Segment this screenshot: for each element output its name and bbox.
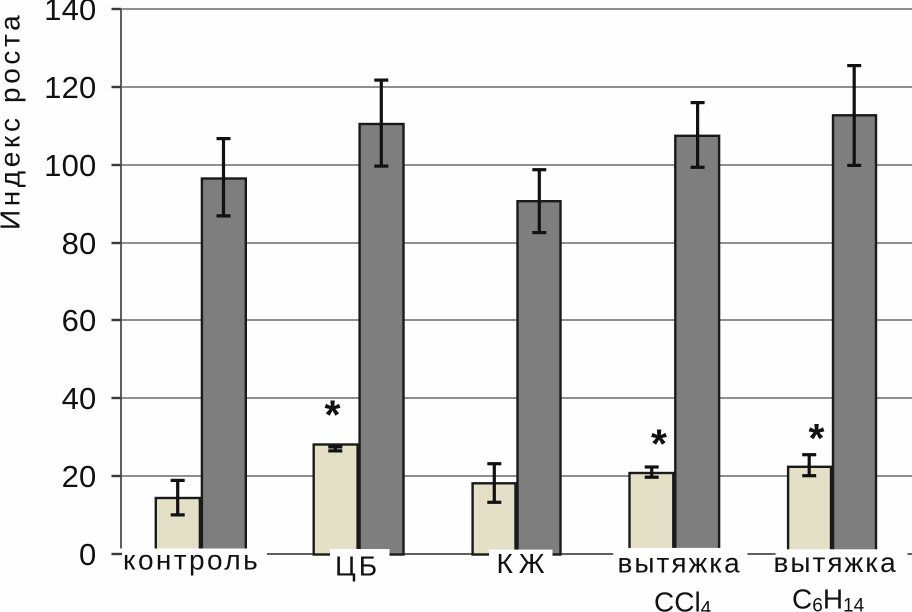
svg-text:40: 40 xyxy=(62,381,97,416)
svg-text:60: 60 xyxy=(62,303,97,338)
svg-text:20: 20 xyxy=(62,459,97,494)
svg-text:вытяжка: вытяжка xyxy=(774,547,898,578)
svg-text:100: 100 xyxy=(44,148,96,183)
svg-text:*: * xyxy=(651,421,667,467)
svg-text:вытяжка: вытяжка xyxy=(618,548,742,579)
svg-text:80: 80 xyxy=(62,226,97,261)
svg-text:ЦБ: ЦБ xyxy=(335,551,380,582)
svg-text:*: * xyxy=(809,415,825,461)
svg-text:*: * xyxy=(325,392,341,438)
svg-text:140: 140 xyxy=(44,0,96,27)
svg-text:контроль: контроль xyxy=(123,545,260,576)
svg-text:КЖ: КЖ xyxy=(497,548,551,579)
svg-text:Индекс роста: Индекс роста xyxy=(0,12,26,230)
svg-text:0: 0 xyxy=(79,537,96,572)
svg-text:120: 120 xyxy=(44,70,96,105)
